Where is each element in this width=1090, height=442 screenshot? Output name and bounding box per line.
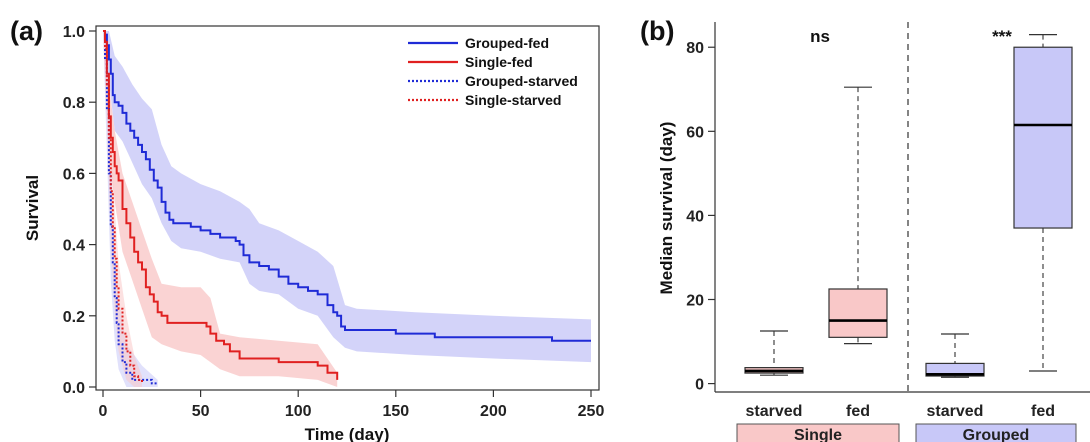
y-tick-label: 80 bbox=[686, 40, 704, 57]
y-axis-label: Survival bbox=[23, 175, 42, 241]
x-tick-label: 200 bbox=[480, 403, 507, 420]
legend-entry: Grouped-fed bbox=[465, 35, 549, 51]
boxplot-single-fed bbox=[828, 86, 888, 345]
box-category-label: fed bbox=[1031, 403, 1055, 420]
panel-a-frame bbox=[95, 25, 600, 391]
box-category-label: starved bbox=[927, 403, 984, 420]
legend-entry: Grouped-starved bbox=[465, 73, 578, 89]
group-labels: Single Grouped bbox=[736, 423, 1077, 442]
legend: Grouped-fed Single-fed Grouped-starved Sing… bbox=[408, 35, 578, 108]
significance-label: *** bbox=[992, 27, 1012, 46]
significance-label: ns bbox=[810, 27, 830, 46]
y-tick-label: 60 bbox=[686, 124, 704, 141]
y-tick-label: 0.6 bbox=[63, 166, 85, 183]
legend-entry: Single-fed bbox=[465, 54, 533, 70]
y-tick-label: 1.0 bbox=[63, 24, 85, 41]
group-box-grouped bbox=[915, 423, 1077, 442]
y-tick-label: 0.2 bbox=[63, 309, 85, 326]
y-axis-label-b: Median survival (day) bbox=[657, 122, 676, 295]
x-axis-label: Time (day) bbox=[305, 425, 390, 442]
box-category-label: fed bbox=[846, 403, 870, 420]
panel-a-label: (a) bbox=[10, 16, 43, 46]
box-iqr bbox=[828, 288, 888, 338]
y-axis-ticks-b: 0 20 40 60 80 bbox=[686, 40, 715, 394]
survival-curves bbox=[103, 30, 591, 385]
x-tick-label: 150 bbox=[382, 403, 409, 420]
y-tick-label: 0.0 bbox=[63, 380, 85, 397]
x-tick-label: 100 bbox=[285, 403, 312, 420]
x-axis-ticks: 0 50 100 150 200 250 bbox=[99, 390, 605, 420]
curve-0 bbox=[103, 30, 591, 342]
boxplots: starved fed starved fed bbox=[744, 34, 1073, 420]
x-tick-label: 250 bbox=[578, 403, 605, 420]
group-box-single bbox=[736, 423, 900, 442]
y-tick-label: 0 bbox=[695, 377, 704, 394]
panel-b: (b) 0 20 40 60 80 starved fed starved fed Singl… bbox=[640, 16, 1090, 442]
boxplot-grouped-fed bbox=[1013, 34, 1073, 372]
box-iqr bbox=[925, 362, 985, 377]
curve-3 bbox=[103, 30, 143, 384]
y-tick-label: 0.4 bbox=[63, 238, 85, 255]
band-1 bbox=[103, 31, 338, 387]
x-tick-label: 50 bbox=[192, 403, 210, 420]
boxplot-single-starved bbox=[744, 330, 804, 376]
panel-a: (a) 0 50 100 150 200 250 0.0 0.2 0.4 0.6 0.8 1.0 T… bbox=[10, 16, 604, 442]
y-axis-ticks: 0.0 0.2 0.4 0.6 0.8 1.0 bbox=[63, 24, 96, 397]
y-tick-label: 40 bbox=[686, 208, 704, 225]
group-label: Single bbox=[794, 427, 842, 442]
x-tick-label: 0 bbox=[99, 403, 108, 420]
group-label: Grouped bbox=[963, 427, 1030, 442]
significance-annotations: ns *** bbox=[810, 27, 1012, 46]
curve-1 bbox=[103, 30, 339, 380]
panel-b-label: (b) bbox=[640, 16, 674, 46]
box-iqr bbox=[1013, 46, 1073, 229]
y-tick-label: 0.8 bbox=[63, 95, 85, 112]
box-category-label: starved bbox=[746, 403, 803, 420]
boxplot-grouped-starved bbox=[925, 333, 985, 378]
legend-entry: Single-starved bbox=[465, 92, 561, 108]
curve-2 bbox=[103, 30, 158, 385]
y-tick-label: 20 bbox=[686, 293, 704, 310]
band-0 bbox=[103, 31, 591, 363]
